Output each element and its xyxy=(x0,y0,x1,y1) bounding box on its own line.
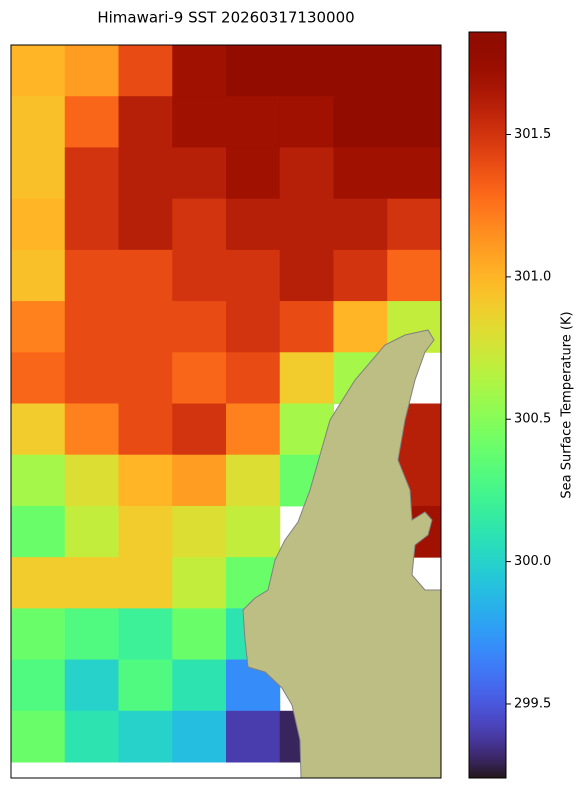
sst-cell xyxy=(387,147,441,200)
sst-cell xyxy=(172,608,227,661)
sst-cell xyxy=(333,147,388,200)
sst-cell xyxy=(279,301,334,353)
sst-cell xyxy=(226,96,281,148)
colorbar-tick-label: 300.5 xyxy=(514,412,551,427)
sst-cell xyxy=(333,301,388,353)
sst-cell xyxy=(64,45,119,97)
sst-cell xyxy=(11,96,66,148)
sst-cell xyxy=(172,249,227,302)
sst-cell xyxy=(333,249,388,302)
sst-cell xyxy=(279,249,334,302)
sst-cell xyxy=(118,454,173,507)
sst-cell xyxy=(333,96,388,148)
sst-cell xyxy=(118,147,173,200)
colorbar-tick-label: 300.0 xyxy=(514,554,551,569)
sst-cell xyxy=(172,45,227,97)
sst-cell xyxy=(118,352,173,404)
sst-cell xyxy=(11,147,66,200)
sst-cell xyxy=(172,96,227,148)
sst-cell xyxy=(387,249,441,302)
sst-cell xyxy=(172,198,227,251)
sst-cell xyxy=(64,608,119,661)
sst-cell xyxy=(64,454,119,507)
chart-title: Himawari-9 SST 20260317130000 xyxy=(97,9,354,27)
colorbar xyxy=(468,31,507,779)
sst-cell xyxy=(118,557,173,609)
sst-cell xyxy=(172,403,227,456)
sst-cell xyxy=(226,403,281,456)
sst-cell xyxy=(226,710,281,763)
sst-cell xyxy=(64,659,119,712)
land xyxy=(242,329,441,778)
sst-cell xyxy=(172,301,227,353)
sst-cell xyxy=(279,45,334,97)
sst-cell xyxy=(172,659,227,712)
sst-cell xyxy=(226,301,281,353)
colorbar-label: Sea Surface Temperature (K) xyxy=(560,311,575,498)
sst-cell xyxy=(11,45,66,97)
sst-cell xyxy=(172,710,227,763)
sst-cell xyxy=(64,249,119,302)
sst-cell xyxy=(226,454,281,507)
sst-cell xyxy=(64,147,119,200)
sst-cell xyxy=(279,352,334,404)
sst-cell xyxy=(64,505,119,558)
sst-cell xyxy=(118,45,173,97)
sst-cell xyxy=(279,198,334,251)
sst-cell xyxy=(172,505,227,558)
sst-cell xyxy=(11,659,66,712)
sst-cell xyxy=(11,403,66,456)
sst-cell xyxy=(333,198,388,251)
sst-cell xyxy=(226,45,281,97)
sst-cell xyxy=(226,198,281,251)
sst-cell xyxy=(64,198,119,251)
sst-cell xyxy=(333,45,388,97)
sst-cell xyxy=(387,45,441,97)
sst-cell xyxy=(11,557,66,609)
sst-cell xyxy=(226,352,281,404)
sst-cell xyxy=(118,96,173,148)
sst-cell xyxy=(118,659,173,712)
sst-cell xyxy=(387,96,441,148)
sst-cell xyxy=(118,403,173,456)
sst-cell xyxy=(172,557,227,609)
sst-cell xyxy=(64,557,119,609)
sst-cell xyxy=(11,301,66,353)
axes-frame xyxy=(10,44,442,779)
sst-cell xyxy=(64,352,119,404)
sst-cell xyxy=(11,352,66,404)
colorbar-tick-label: 301.0 xyxy=(514,269,551,284)
sst-cell xyxy=(11,249,66,302)
sst-cell xyxy=(118,198,173,251)
sst-cell xyxy=(172,454,227,507)
sst-cell xyxy=(64,301,119,353)
sst-cell xyxy=(118,710,173,763)
sst-cell xyxy=(279,147,334,200)
sst-cell xyxy=(118,608,173,661)
sst-cell xyxy=(11,454,66,507)
sst-cell xyxy=(11,608,66,661)
sst-cell xyxy=(64,403,119,456)
sst-cell xyxy=(118,505,173,558)
colorbar-tick-label: 301.5 xyxy=(514,127,551,142)
sst-cell xyxy=(11,198,66,251)
sst-cell xyxy=(226,147,281,200)
sst-cell xyxy=(64,96,119,148)
sst-cell xyxy=(11,505,66,558)
sst-cell xyxy=(387,198,441,251)
sst-cell xyxy=(118,249,173,302)
sst-cell xyxy=(118,301,173,353)
sst-cell xyxy=(226,505,281,558)
sst-cell xyxy=(11,710,66,763)
sst-cell xyxy=(172,352,227,404)
sst-cell xyxy=(64,710,119,763)
colorbar-tick-label: 299.5 xyxy=(514,696,551,711)
sst-cell xyxy=(226,249,281,302)
sst-cell xyxy=(279,96,334,148)
sst-cell xyxy=(172,147,227,200)
